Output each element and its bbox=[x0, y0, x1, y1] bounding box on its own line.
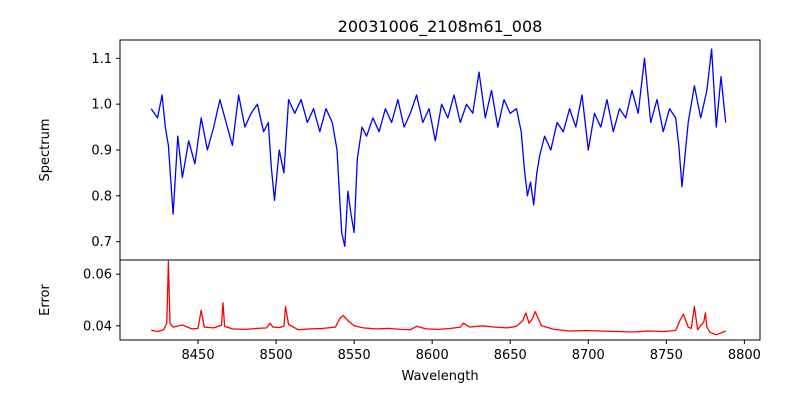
x-tick-label: 8700 bbox=[572, 348, 605, 363]
chart-title: 20031006_2108m61_008 bbox=[338, 17, 543, 37]
spectrum-y-axis: 0.7 0.8 0.9 1.0 1.1 bbox=[91, 52, 120, 250]
error-y-axis: 0.04 0.06 bbox=[83, 268, 120, 334]
x-tick-label: 8800 bbox=[728, 348, 761, 363]
x-axis: 8450 8500 8550 8600 8650 8700 8750 8800 bbox=[182, 340, 761, 363]
error-y-tick-label: 0.06 bbox=[83, 268, 112, 283]
spectrum-y-axis-label: Spectrum bbox=[38, 119, 53, 182]
error-y-axis-label: Error bbox=[38, 284, 53, 316]
spectrum-y-tick-label: 0.9 bbox=[91, 144, 112, 159]
x-tick-label: 8750 bbox=[650, 348, 683, 363]
spectrum-plot-area bbox=[150, 48, 727, 247]
x-tick-label: 8600 bbox=[416, 348, 449, 363]
error-axes-frame bbox=[119, 259, 761, 341]
error-plot-area bbox=[151, 260, 726, 336]
error-series-line bbox=[151, 260, 726, 336]
x-tick-label: 8500 bbox=[260, 348, 293, 363]
spectrum-y-tick-label: 1.0 bbox=[91, 98, 112, 113]
error-panel: 0.04 0.06 Error bbox=[38, 259, 761, 341]
spectrum-y-tick-label: 1.1 bbox=[91, 52, 112, 67]
spectrum-y-tick-label: 0.7 bbox=[91, 235, 112, 250]
spectrum-series-line bbox=[150, 48, 727, 247]
x-tick-label: 8450 bbox=[182, 348, 215, 363]
x-tick-label: 8650 bbox=[494, 348, 527, 363]
x-tick-label: 8550 bbox=[338, 348, 371, 363]
x-axis-label: Wavelength bbox=[401, 369, 478, 384]
spectrum-y-tick-label: 0.8 bbox=[91, 189, 112, 204]
error-y-tick-label: 0.04 bbox=[83, 319, 112, 334]
